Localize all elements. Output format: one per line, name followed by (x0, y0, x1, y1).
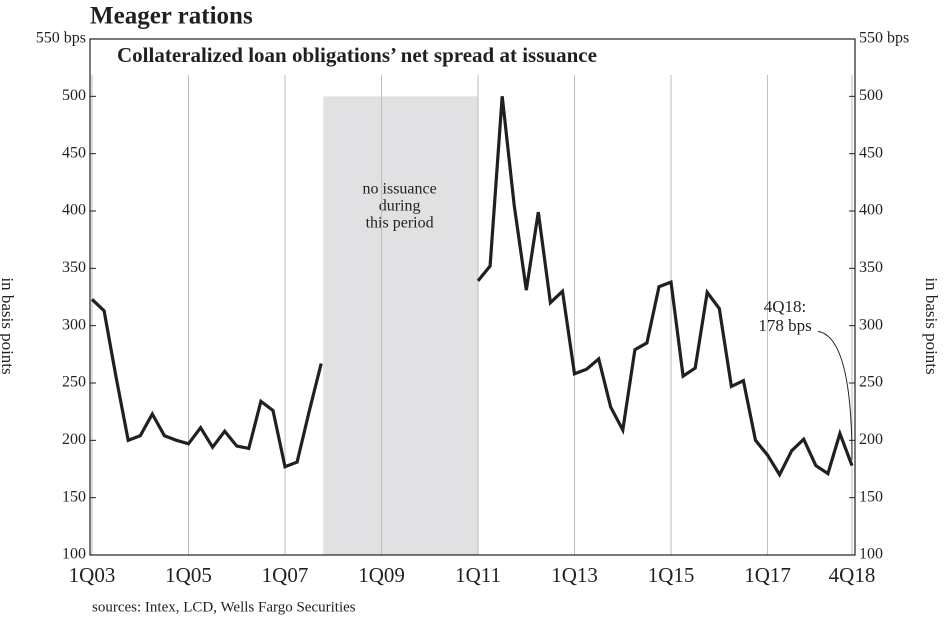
x-tick-label: 1Q17 (744, 563, 791, 587)
x-tick-label: 1Q13 (551, 563, 598, 587)
chart-title: Meager rations (90, 3, 253, 30)
chart-subtitle: Collateralized loan obligations’ net spr… (117, 43, 597, 67)
y-axis-label: in basis points (0, 277, 17, 374)
y-tick-label: 500 (62, 87, 86, 104)
x-tick-label: 1Q03 (69, 563, 116, 587)
end-label: 178 bps (758, 316, 811, 335)
y-tick-label: 350 (62, 259, 86, 276)
shade-label: this period (366, 215, 434, 232)
y-tick-label: 450 (62, 144, 86, 161)
y-tick-label: 400 (62, 202, 86, 219)
y2-tick-label: 150 (859, 488, 883, 505)
y-tick-label: 150 (62, 488, 86, 505)
y2-tick-label: 250 (859, 374, 883, 391)
x-tick-label: 4Q18 (829, 563, 876, 587)
y2-tick-label: 450 (859, 144, 883, 161)
y2-tick-label: 400 (859, 202, 883, 219)
y2-tick-label: 550 bps (859, 30, 909, 47)
end-label: 4Q18: (764, 297, 807, 316)
x-tick-label: 1Q05 (165, 563, 212, 587)
leader-line (817, 330, 853, 460)
y2-tick-label: 350 (859, 259, 883, 276)
y-tick-label: 300 (62, 316, 86, 333)
shade-label: during (379, 198, 421, 215)
y-tick-label: 100 (62, 546, 86, 563)
y-tick-label: 250 (62, 374, 86, 391)
y-tick-label: 550 bps (36, 30, 86, 47)
shade-region (323, 96, 479, 555)
subtitle-bg (105, 45, 840, 75)
x-tick-label: 1Q11 (455, 563, 501, 587)
plot-frame (89, 38, 856, 556)
source: sources: Intex, LCD, Wells Fargo Securit… (92, 599, 356, 615)
x-tick-label: 1Q09 (358, 563, 405, 587)
y2-axis-label: in basis points (922, 277, 941, 374)
y2-tick-label: 100 (859, 546, 883, 563)
series-line (90, 96, 854, 478)
y2-tick-label: 500 (859, 87, 883, 104)
y-tick-label: 200 (62, 431, 86, 448)
x-tick-label: 1Q07 (262, 563, 309, 587)
shade-label: no issuance (363, 181, 437, 198)
y2-tick-label: 200 (859, 431, 883, 448)
y2-tick-label: 300 (859, 316, 883, 333)
x-tick-label: 1Q15 (648, 563, 695, 587)
